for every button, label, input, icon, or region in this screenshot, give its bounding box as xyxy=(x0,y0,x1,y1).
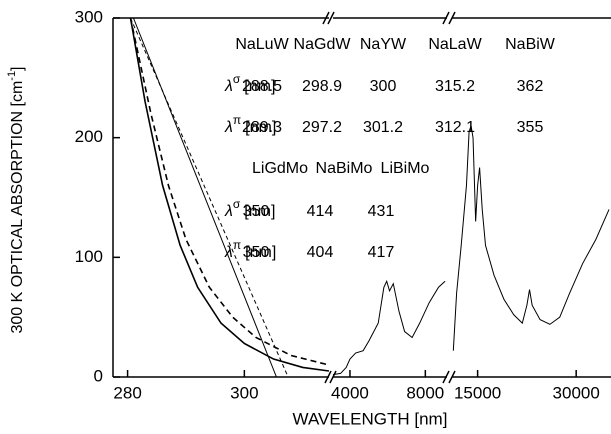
data-line xyxy=(129,18,329,366)
row-label: λπ [nm] xyxy=(224,238,276,261)
x-axis-label: WAVELENGTH [nm] xyxy=(293,409,448,428)
table-value: 362 xyxy=(517,78,544,95)
data-line xyxy=(129,18,329,372)
series xyxy=(132,18,277,377)
row-unit: [nm] xyxy=(245,244,276,261)
table-value: 298.9 xyxy=(302,78,342,95)
table-value: 404 xyxy=(307,244,334,261)
table-header: NaBiW xyxy=(505,36,556,53)
data-line xyxy=(132,18,277,377)
table-value: 288.5 xyxy=(242,78,282,95)
row-symbol: λ xyxy=(224,244,233,261)
row-symbol: λ xyxy=(224,119,233,136)
y-axis-label-text: 300 K OPTICAL ABSORPTION [cm xyxy=(9,81,26,334)
y-tick-label: 300 xyxy=(75,7,103,26)
table-header: LiGdMo xyxy=(252,160,308,177)
table-value: 297.2 xyxy=(302,119,342,136)
table-header: NaLuW xyxy=(235,36,289,53)
y-tick-label: 100 xyxy=(75,247,103,266)
series xyxy=(129,18,329,372)
row-label: λπ [nm] xyxy=(224,113,276,136)
table-header: NaBiMo xyxy=(316,160,373,177)
series xyxy=(452,125,610,351)
row-sup: π xyxy=(233,238,241,252)
y-axis-label-end: ] xyxy=(9,66,26,70)
table-value: 300 xyxy=(370,78,397,95)
table-value: 431 xyxy=(368,203,395,220)
row-label: λσ [nm] xyxy=(224,72,275,95)
y-axis-label: 300 K OPTICAL ABSORPTION [cm-1] xyxy=(6,66,26,333)
x-tick-label: 30000 xyxy=(553,383,600,402)
series xyxy=(129,18,329,366)
table-header: LiBiMo xyxy=(381,160,430,177)
y-axis-label-sup: -1 xyxy=(6,71,18,81)
data-line xyxy=(130,18,289,377)
table-value: 289.3 xyxy=(242,119,282,136)
y-tick-label: 200 xyxy=(75,127,103,146)
row-symbol: λ xyxy=(224,203,233,220)
table-header: NaGdW xyxy=(294,36,352,53)
y-tick-label: 0 xyxy=(94,366,103,385)
table-value: 350 xyxy=(243,203,270,220)
data-line xyxy=(333,279,446,376)
row-symbol: λ xyxy=(224,78,233,95)
table-value: 414 xyxy=(307,203,334,220)
x-tick-label: 280 xyxy=(113,383,141,402)
row-sup: σ xyxy=(233,72,241,86)
row-sup: π xyxy=(233,113,241,127)
x-tick-label: 4000 xyxy=(331,383,369,402)
table-value: 355 xyxy=(517,119,544,136)
x-tick-label: 8000 xyxy=(406,383,444,402)
axis-breaks xyxy=(322,11,456,384)
row-label: λσ [nm] xyxy=(224,197,275,220)
table-header: NaLaW xyxy=(428,36,482,53)
row-unit: [nm] xyxy=(244,203,275,220)
row-sup: σ xyxy=(233,197,241,211)
series xyxy=(130,18,289,377)
table-value: 301.2 xyxy=(363,119,403,136)
table-value: 417 xyxy=(368,244,395,261)
data-line xyxy=(452,125,610,351)
table-value: 350 xyxy=(243,244,270,261)
x-tick-label: 15000 xyxy=(454,383,501,402)
x-tick-label: 300 xyxy=(230,383,258,402)
row-unit: [nm] xyxy=(245,119,276,136)
table-header: NaYW xyxy=(360,36,407,53)
row-unit: [nm] xyxy=(244,78,275,95)
table-value: 312.1 xyxy=(435,119,475,136)
series xyxy=(333,279,446,376)
table-value: 315.2 xyxy=(435,78,475,95)
